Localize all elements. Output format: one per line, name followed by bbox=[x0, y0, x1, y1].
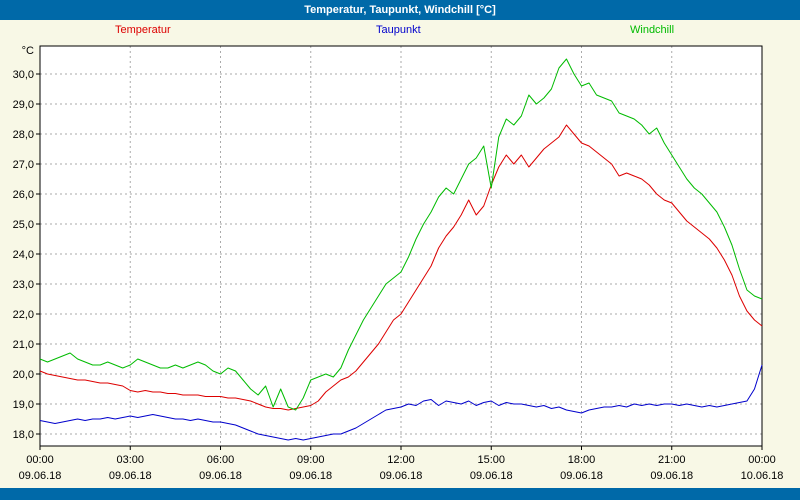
svg-text:06:00: 06:00 bbox=[207, 454, 235, 466]
window-titlebar: Temperatur, Taupunkt, Windchill [°C] bbox=[0, 0, 800, 20]
svg-text:00:00: 00:00 bbox=[748, 454, 776, 466]
svg-text:19,0: 19,0 bbox=[13, 399, 34, 411]
svg-text:21:00: 21:00 bbox=[658, 454, 686, 466]
svg-text:09.06.18: 09.06.18 bbox=[650, 470, 693, 482]
svg-text:09.06.18: 09.06.18 bbox=[19, 470, 62, 482]
temperature-chart: 30,0 29,0 28,0 27,0 26,0 25,0 24,0 23,0 22,0 21,0… bbox=[13, 45, 784, 482]
chart-legend: Temperatur Taupunkt Windchill bbox=[0, 20, 800, 40]
svg-text:15:00: 15:00 bbox=[477, 454, 505, 466]
bottom-statusbar bbox=[0, 488, 800, 500]
svg-text:°C: °C bbox=[22, 45, 34, 57]
svg-text:09.06.18: 09.06.18 bbox=[199, 470, 242, 482]
svg-text:12:00: 12:00 bbox=[387, 454, 415, 466]
svg-text:28,0: 28,0 bbox=[13, 129, 34, 141]
legend-label-taupunkt: Taupunkt bbox=[376, 24, 421, 36]
svg-text:09:00: 09:00 bbox=[297, 454, 325, 466]
svg-text:21,0: 21,0 bbox=[13, 339, 34, 351]
svg-text:29,0: 29,0 bbox=[13, 99, 34, 111]
svg-text:18,0: 18,0 bbox=[13, 429, 34, 441]
svg-text:03:00: 03:00 bbox=[116, 454, 144, 466]
svg-text:09.06.18: 09.06.18 bbox=[470, 470, 513, 482]
legend-label-windchill: Windchill bbox=[630, 24, 675, 36]
svg-text:27,0: 27,0 bbox=[13, 159, 34, 171]
svg-text:22,0: 22,0 bbox=[13, 309, 34, 321]
svg-text:18:00: 18:00 bbox=[568, 454, 596, 466]
svg-text:09.06.18: 09.06.18 bbox=[109, 470, 152, 482]
svg-text:20,0: 20,0 bbox=[13, 369, 34, 381]
svg-text:00:00: 00:00 bbox=[26, 454, 54, 466]
svg-text:09.06.18: 09.06.18 bbox=[289, 470, 332, 482]
legend-label-temperatur: Temperatur bbox=[115, 24, 171, 36]
svg-text:09.06.18: 09.06.18 bbox=[380, 470, 423, 482]
window-title: Temperatur, Taupunkt, Windchill [°C] bbox=[304, 4, 496, 16]
svg-text:10.06.18: 10.06.18 bbox=[741, 470, 784, 482]
svg-text:24,0: 24,0 bbox=[13, 249, 34, 261]
svg-text:09.06.18: 09.06.18 bbox=[560, 470, 603, 482]
svg-text:30,0: 30,0 bbox=[13, 69, 34, 81]
svg-text:23,0: 23,0 bbox=[13, 279, 34, 291]
svg-text:25,0: 25,0 bbox=[13, 219, 34, 231]
svg-text:26,0: 26,0 bbox=[13, 189, 34, 201]
